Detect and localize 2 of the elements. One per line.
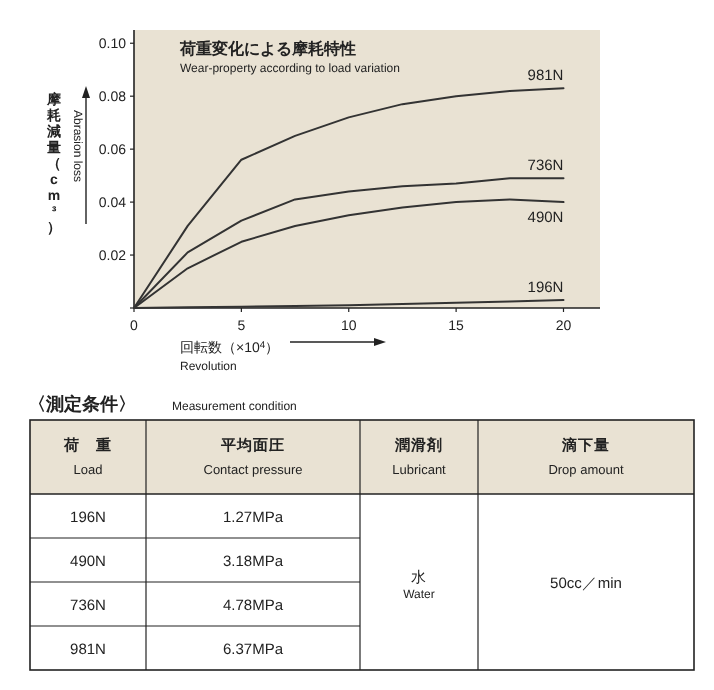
text: 〈測定条件〉: [28, 394, 136, 414]
text: 荷重変化による摩耗特性: [178, 38, 356, 58]
